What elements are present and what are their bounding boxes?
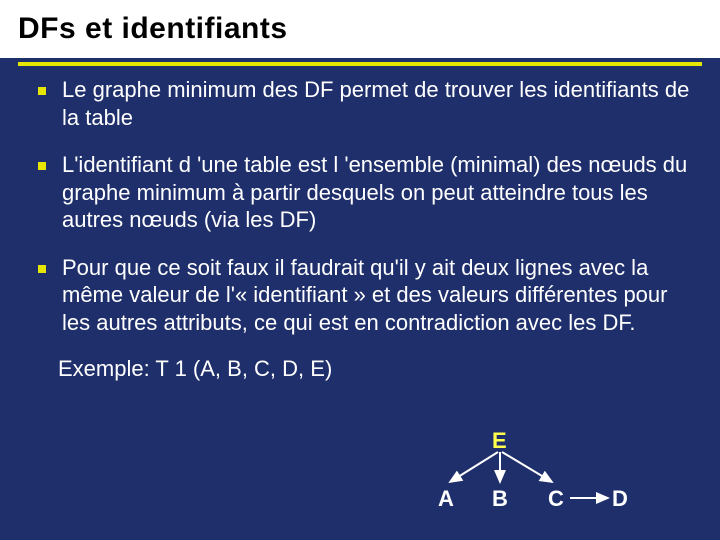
slide-content: Le graphe minimum des DF permet de trouv… (0, 66, 720, 382)
bullet-list: Le graphe minimum des DF permet de trouv… (34, 76, 690, 336)
diagram-node-c: C (548, 486, 564, 512)
bullet-item: L'identifiant d 'une table est l 'ensemb… (34, 151, 690, 234)
df-diagram: E A B C D (420, 428, 640, 518)
slide: DFs et identifiants Le graphe minimum de… (0, 0, 720, 540)
diagram-node-b: B (492, 486, 508, 512)
diagram-node-d: D (612, 486, 628, 512)
slide-title: DFs et identifiants (0, 0, 720, 58)
diagram-node-e: E (492, 428, 507, 454)
bullet-item: Le graphe minimum des DF permet de trouv… (34, 76, 690, 131)
example-label: Exemple: T 1 (A, B, C, D, E) (34, 356, 690, 382)
diagram-node-a: A (438, 486, 454, 512)
bullet-item: Pour que ce soit faux il faudrait qu'il … (34, 254, 690, 337)
